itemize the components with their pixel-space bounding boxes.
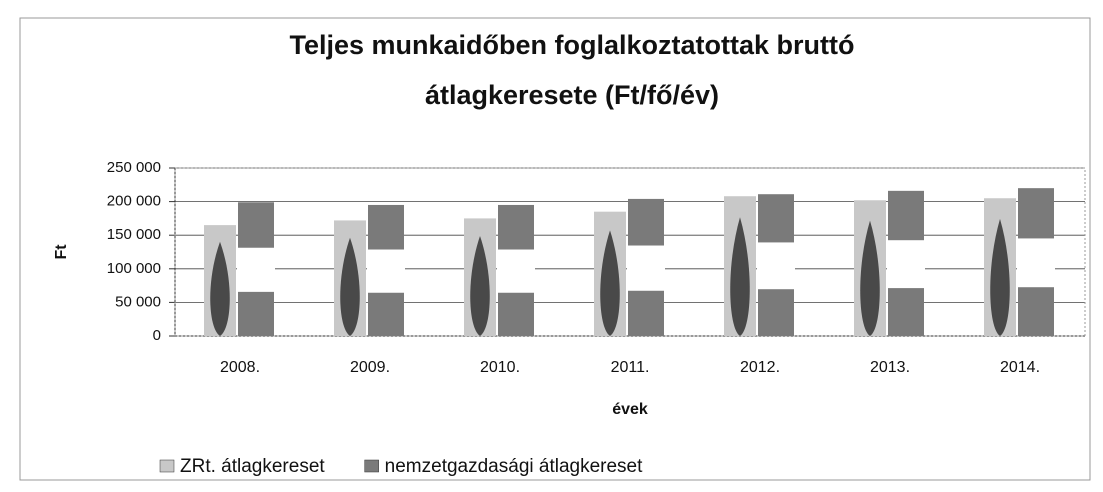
legend-label: nemzetgazdasági átlagkereset — [385, 456, 643, 477]
x-tick-label: 2010. — [480, 359, 520, 376]
bar-flame — [340, 237, 360, 336]
x-tick-label: 2014. — [1000, 359, 1040, 376]
x-tick-label: 2013. — [870, 359, 910, 376]
x-tick-label: 2009. — [350, 359, 390, 376]
bar-gap — [497, 249, 535, 293]
bar-gap — [627, 245, 665, 291]
y-tick-label: 250 000 — [107, 159, 161, 176]
x-tick-label: 2011. — [611, 359, 650, 376]
bar-flame — [990, 218, 1010, 336]
y-axis-label: Ft — [53, 244, 70, 260]
bar-gap — [367, 249, 405, 293]
bar-flame — [730, 217, 750, 336]
x-tick-label: 2012. — [740, 359, 780, 376]
bar-gap — [237, 247, 275, 292]
bar-gap — [887, 240, 925, 289]
bar-flame — [860, 220, 880, 336]
x-tick-label: 2008. — [220, 359, 260, 376]
y-tick-label: 150 000 — [107, 226, 161, 243]
y-tick-label: 50 000 — [115, 293, 161, 310]
legend-swatch — [364, 459, 379, 473]
bar-flame — [470, 236, 490, 336]
bar-gap — [757, 242, 795, 290]
legend-label: ZRt. átlagkereset — [180, 456, 325, 477]
bar-flame — [600, 230, 620, 336]
y-tick-label: 100 000 — [107, 260, 161, 277]
bar-gap — [1017, 238, 1055, 288]
legend-swatch — [159, 459, 175, 473]
y-tick-label: 200 000 — [107, 193, 161, 210]
bar-flame — [210, 241, 230, 336]
x-axis-label: évek — [612, 401, 648, 418]
chart-title: átlagkeresete (Ft/fő/év) — [425, 80, 719, 110]
y-tick-label: 0 — [153, 327, 161, 344]
chart-title: Teljes munkaidőben foglalkoztatottak bru… — [289, 30, 854, 60]
chart-frame — [19, 17, 1091, 481]
